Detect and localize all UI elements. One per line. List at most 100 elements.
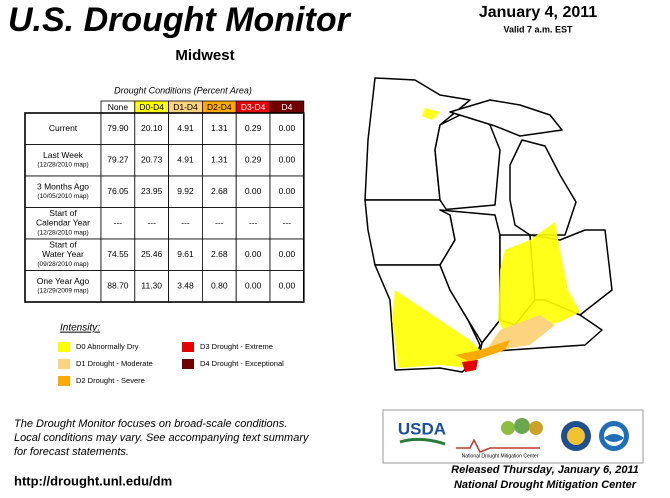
cell-value: 9.92 xyxy=(177,186,194,196)
footer-note: Local conditions may vary. See accompany… xyxy=(14,432,310,444)
cell-value: 4.91 xyxy=(177,155,194,165)
column-header: D4 xyxy=(281,102,292,112)
column-header: D3-D4 xyxy=(241,102,266,112)
cell-value: 23.95 xyxy=(141,186,163,196)
legend-label: D4 Drought - Exceptional xyxy=(200,359,284,368)
row-label: Calendar Year xyxy=(36,218,90,228)
usda-swoosh xyxy=(399,437,446,446)
row-note: (12/28/2010 map) xyxy=(37,162,88,169)
value-cell xyxy=(201,144,237,177)
cell-value: --- xyxy=(181,218,190,228)
value-cell xyxy=(134,175,170,208)
legend-swatch xyxy=(58,359,70,369)
legend-label: D3 Drought - Extreme xyxy=(200,342,273,351)
cell-value: 0.00 xyxy=(279,281,296,291)
cell-value: 76.05 xyxy=(107,186,129,196)
legend-swatch xyxy=(182,359,194,369)
cell-value: 0.29 xyxy=(245,155,262,165)
value-cell xyxy=(168,175,203,208)
value-cell xyxy=(235,207,271,240)
value-cell xyxy=(201,270,237,303)
cell-value: --- xyxy=(147,218,156,228)
table-caption: Drought Conditions (Percent Area) xyxy=(114,85,252,95)
value-cell xyxy=(100,175,136,208)
author: National Drought Mitigation Center xyxy=(454,479,637,491)
d0-area xyxy=(498,222,580,335)
url: http://drought.unl.edu/dm xyxy=(14,473,172,488)
row-label-cell xyxy=(24,175,102,208)
cell-value: 1.31 xyxy=(211,155,228,165)
row-label: Start of xyxy=(49,240,77,250)
d0-area xyxy=(422,108,440,120)
cell-value: 2.68 xyxy=(211,186,228,196)
cell-value: 11.30 xyxy=(141,281,162,291)
row-note: (12/28/2010 map) xyxy=(37,229,88,236)
row-label: Start of xyxy=(49,208,77,218)
cell-value: 20.73 xyxy=(141,155,163,165)
legend-label: D1 Drought - Moderate xyxy=(76,359,153,368)
value-cell xyxy=(134,144,170,177)
state xyxy=(439,209,501,344)
row-label-cell xyxy=(24,144,102,177)
value-cell xyxy=(269,238,305,271)
cell-value: 9.61 xyxy=(177,249,194,259)
row-label: Current xyxy=(49,123,78,133)
cell-value: 3.48 xyxy=(177,281,194,291)
cell-value: 1.31 xyxy=(211,123,228,133)
cell-value: 0.80 xyxy=(211,281,228,291)
cell-value: 2.68 xyxy=(211,249,228,259)
released: Released Thursday, January 6, 2011 xyxy=(451,464,639,476)
value-cell xyxy=(168,238,203,271)
value-cell xyxy=(201,175,237,208)
column-header: D2-D4 xyxy=(207,102,232,112)
legend-swatch xyxy=(182,342,194,352)
row-note: (10/05/2010 map) xyxy=(37,193,88,200)
value-cell xyxy=(100,207,136,240)
cell-value: 0.00 xyxy=(279,249,296,259)
row-note: (12/29/2009 map) xyxy=(37,288,88,295)
d3-area xyxy=(462,360,478,372)
value-cell xyxy=(201,207,237,240)
cell-value: 74.55 xyxy=(107,249,129,259)
cell-value: --- xyxy=(249,218,258,228)
doc-seal-inner xyxy=(567,427,585,445)
cell-value: 0.29 xyxy=(245,123,262,133)
cell-value: 0.00 xyxy=(245,281,262,291)
cell-value: 88.70 xyxy=(107,281,129,291)
cell-value: 79.27 xyxy=(107,155,129,165)
value-cell xyxy=(168,270,203,303)
cell-value: --- xyxy=(283,218,292,228)
cell-value: 20.10 xyxy=(141,123,163,133)
date: January 4, 2011 xyxy=(479,4,597,21)
table-border xyxy=(24,112,305,303)
column-header: None xyxy=(108,102,129,112)
legend: Intensity: D0 Abnormally Dry D1 Drought - … xyxy=(58,323,284,386)
cell-value: 0.00 xyxy=(245,186,262,196)
column-header: D1-D4 xyxy=(173,102,198,112)
cell-value: 79.90 xyxy=(107,123,129,133)
value-cell xyxy=(269,144,305,177)
ndmc-trees xyxy=(456,418,543,453)
d0-area xyxy=(392,290,480,368)
row-label: One Year Ago xyxy=(37,276,90,286)
value-cell xyxy=(235,112,271,145)
row-label: Last Week xyxy=(43,150,84,160)
logos: USDA National Drought Mitigation Center xyxy=(382,409,644,464)
row-note: (09/28/2010 map) xyxy=(37,261,88,268)
d2-area xyxy=(455,340,510,362)
ndmc-logo: National Drought Mitigation Center xyxy=(462,453,539,459)
row-label: 3 Months Ago xyxy=(37,181,89,191)
title: U.S. Drought Monitor xyxy=(8,1,352,39)
legend-label: D2 Drought - Severe xyxy=(76,376,145,385)
legend-title: Intensity: xyxy=(60,323,100,334)
legend-swatch xyxy=(58,342,70,352)
state xyxy=(449,99,563,137)
cell-value: 0.00 xyxy=(279,155,296,165)
footer-note: The Drought Monitor focuses on broad-sca… xyxy=(14,418,287,430)
map xyxy=(364,77,613,373)
region: Midwest xyxy=(175,47,234,64)
value-cell xyxy=(168,207,203,240)
value-cell xyxy=(134,270,170,303)
value-cell xyxy=(269,270,305,303)
row-label-cell xyxy=(24,270,102,303)
